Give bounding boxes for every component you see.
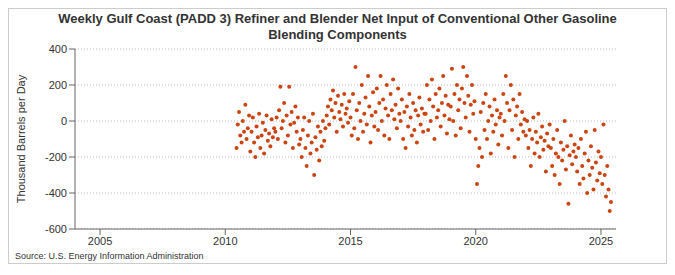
svg-text:2005: 2005 (88, 235, 112, 247)
svg-text:2015: 2015 (338, 235, 362, 247)
html-text:Source: U.S. Energy Informatio: Source: U.S. Energy Information Administ… (15, 251, 204, 261)
svg-text:-400: -400 (45, 187, 67, 199)
svg-text:-600: -600 (45, 223, 67, 235)
svg-text:0: 0 (61, 115, 67, 127)
svg-text:200: 200 (49, 79, 67, 91)
svg-text:2010: 2010 (213, 235, 237, 247)
svg-text:Thousand Barrels per Day: Thousand Barrels per Day (15, 74, 27, 203)
svg-text:2020: 2020 (463, 235, 487, 247)
svg-text:400: 400 (49, 43, 67, 55)
html-text:Weekly Gulf Coast (PADD 3) Ref: Weekly Gulf Coast (PADD 3) Refiner and B… (58, 11, 617, 42)
svg-text:-200: -200 (45, 151, 67, 163)
svg-text:2025: 2025 (589, 235, 613, 247)
